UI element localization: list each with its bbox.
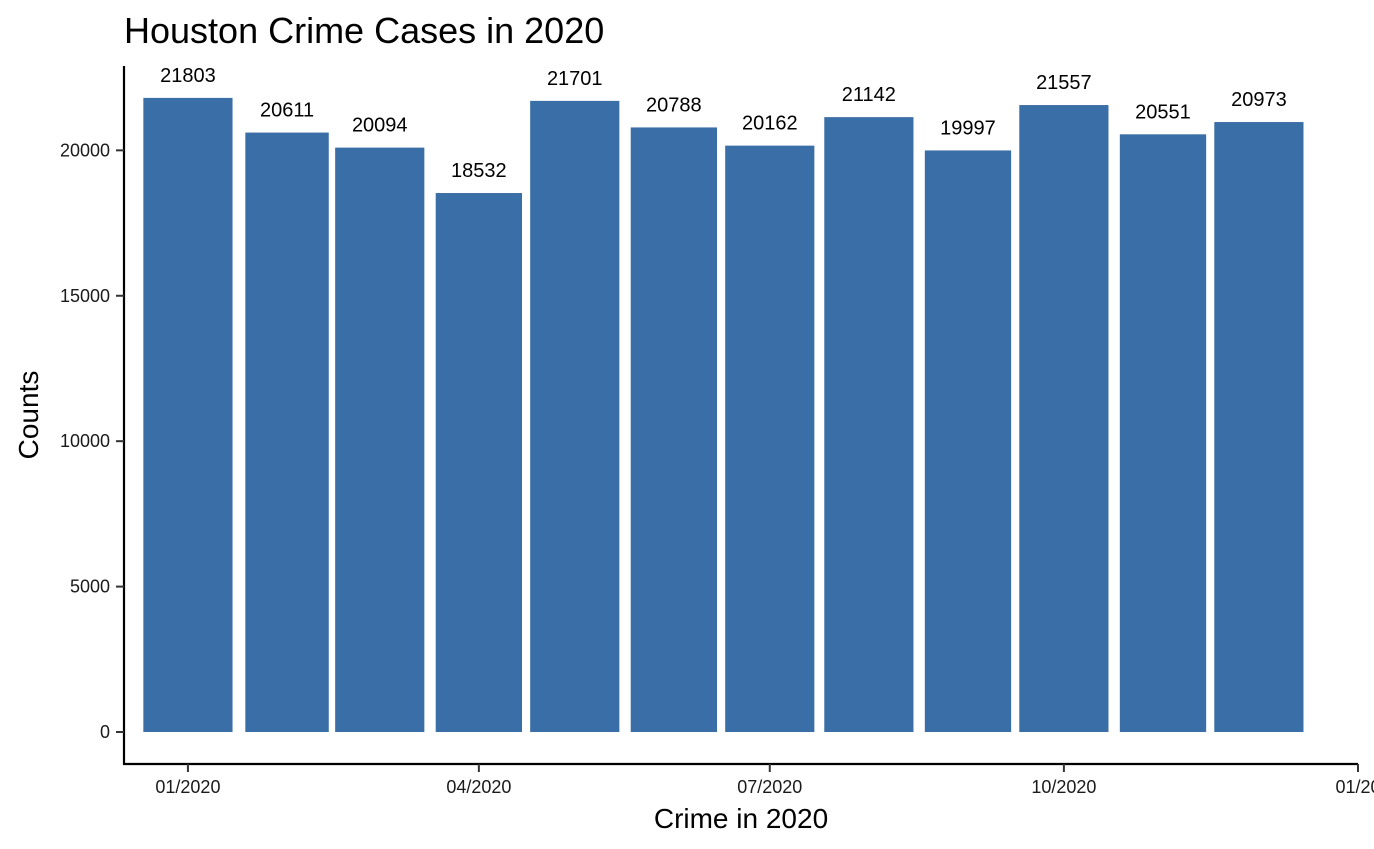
data-label-2020-09: 19997 (940, 117, 996, 139)
y-tick-label-10000: 10000 (60, 431, 110, 451)
y-tick-label-0: 0 (100, 722, 110, 742)
y-axis-title: Counts (13, 371, 44, 460)
bar-2020-02 (245, 132, 329, 733)
data-label-2020-04: 18532 (451, 160, 507, 182)
data-label-2020-08: 21142 (842, 84, 896, 106)
data-label-2020-03: 20094 (352, 115, 408, 137)
bar-2020-03 (335, 147, 425, 733)
bar-2020-11 (1119, 134, 1207, 733)
bars-layer (143, 97, 1304, 733)
x-axis-title: Crime in 2020 (654, 803, 828, 834)
data-labels-layer: 21803 20611 20094 18532 21701 20788 20162 21142… (160, 65, 1287, 182)
bar-2020-04 (435, 193, 523, 733)
bar-2020-10 (1019, 105, 1109, 733)
data-label-2020-06: 20788 (646, 94, 702, 116)
y-tick-label-15000: 15000 (60, 286, 110, 306)
bar-2020-07 (725, 145, 815, 733)
bar-2020-08 (824, 117, 914, 733)
x-tick-label-4: 01/20 (1335, 777, 1374, 797)
chart-title: Houston Crime Cases in 2020 (124, 10, 604, 51)
x-tick-label-3: 10/2020 (1031, 777, 1096, 797)
y-tick-label-20000: 20000 (60, 140, 110, 160)
bar-2020-06 (630, 127, 718, 733)
y-ticks-layer: 0 5000 10000 15000 20000 (60, 140, 124, 742)
x-tick-label-0: 01/2020 (155, 777, 220, 797)
data-label-2020-02: 20611 (260, 100, 314, 122)
x-ticks-layer: 01/2020 04/2020 07/2020 10/2020 01/20 (155, 764, 1374, 797)
bar-2020-09 (924, 150, 1012, 733)
data-label-2020-07: 20162 (742, 113, 798, 135)
data-label-2020-11: 20551 (1135, 101, 1191, 123)
bar-2020-01 (143, 97, 233, 733)
bar-2020-12 (1214, 122, 1304, 733)
data-label-2020-12: 20973 (1231, 89, 1287, 111)
bar-2020-05 (530, 100, 620, 733)
data-label-2020-05: 21701 (547, 68, 603, 90)
y-tick-label-5000: 5000 (70, 577, 110, 597)
data-label-2020-10: 21557 (1036, 72, 1092, 94)
data-label-2020-01: 21803 (160, 65, 216, 87)
x-tick-label-1: 04/2020 (446, 777, 511, 797)
x-tick-label-2: 07/2020 (737, 777, 802, 797)
